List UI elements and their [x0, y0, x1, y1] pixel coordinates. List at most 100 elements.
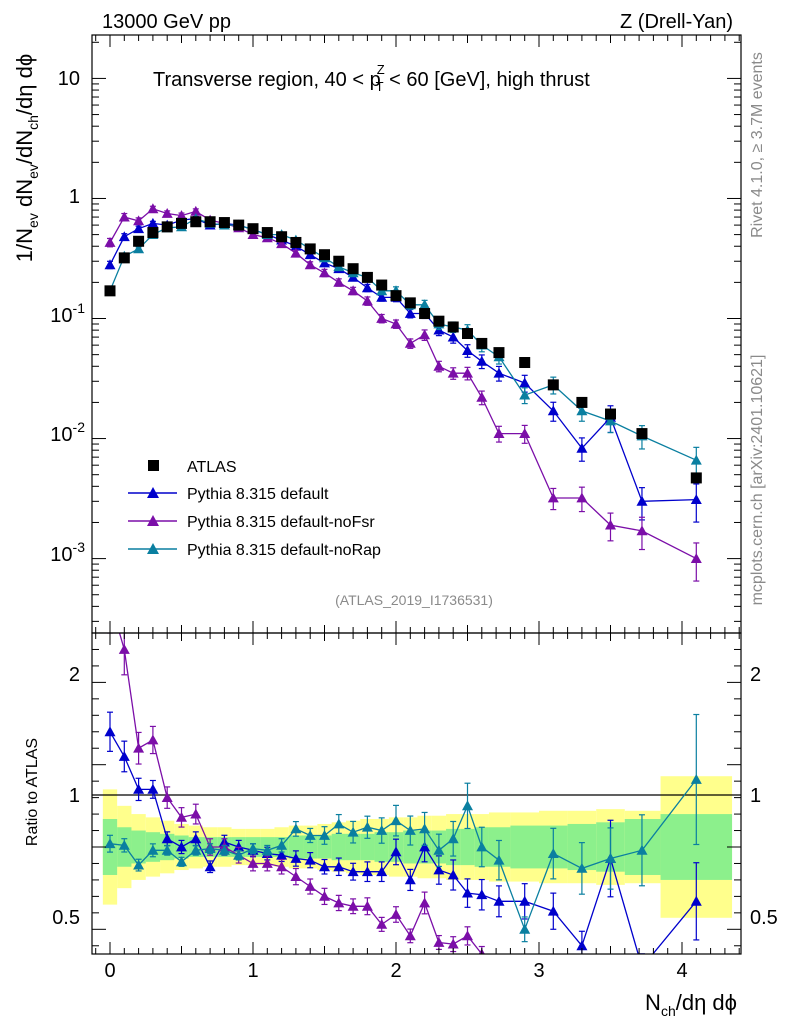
ratio-point: [105, 595, 116, 605]
atlas-point: [204, 216, 216, 228]
data-point: [519, 428, 531, 438]
data-point: [133, 243, 145, 254]
atlas-point: [319, 249, 330, 261]
band-inner-14: [303, 835, 318, 859]
data-point: [376, 291, 388, 302]
y-tick-label-1e-1: 10-1: [50, 300, 85, 327]
atlas-point: [247, 223, 259, 235]
data-point: [390, 318, 402, 329]
data-point: [104, 259, 116, 270]
y-tick-labels: 10-3 10-2 10-1 1 10: [50, 68, 85, 566]
ratio-point: [347, 826, 359, 837]
atlas-point: [161, 221, 173, 233]
atlas-point: [419, 308, 431, 320]
y-axis-label: 1/Nev dNev/dNch/dη dϕ: [12, 54, 41, 262]
atlas-point: [476, 337, 488, 349]
y-tick-label-1e-2: 10-2: [50, 419, 85, 446]
atlas-point: [690, 472, 702, 484]
series-line: [109, 208, 697, 560]
ratio-point: [190, 808, 202, 819]
data-point: [547, 492, 559, 503]
ratio-point: [133, 783, 145, 794]
ratio-point: [390, 909, 402, 919]
x-tick-label-2: 2: [390, 960, 401, 982]
ratio-point: [419, 841, 431, 852]
data-point: [447, 367, 459, 378]
ratio-point: [691, 972, 702, 982]
legend-marker-norap: [147, 543, 159, 554]
ratio-point: [548, 988, 559, 998]
ratio-tick-label-right-0.5: 0.5: [750, 907, 778, 929]
x-tick-label-3: 3: [533, 960, 544, 982]
data-point: [118, 231, 130, 242]
ratio-point: [319, 890, 330, 901]
data-point: [404, 308, 416, 318]
data-point: [319, 267, 330, 278]
ratio-point: [176, 856, 187, 867]
ratio-point: [204, 861, 216, 872]
ratio-point: [204, 843, 216, 853]
ratio-point: [190, 833, 202, 844]
ratio-point: [494, 972, 505, 982]
ratio-point: [304, 881, 316, 891]
data-point: [419, 329, 431, 340]
ratio-point: [433, 937, 445, 947]
ratio-point: [547, 848, 559, 858]
data-point: [476, 355, 488, 366]
atlas-point: [361, 271, 373, 283]
band-inner-16: [331, 833, 346, 861]
side-text-bottom: mcplots.cern.ch [arXiv:2401.10621]: [749, 355, 766, 606]
data-point: [104, 237, 116, 247]
atlas-point: [493, 347, 505, 359]
ratio-point: [147, 734, 159, 745]
data-point: [447, 331, 459, 342]
ratio-point: [161, 844, 173, 855]
ratio-point: [347, 866, 359, 877]
legend: ATLAS Pythia 8.315 default Pythia 8.315 …: [128, 459, 381, 559]
ratio-point: [576, 862, 588, 873]
series-3: [104, 213, 702, 478]
ratio-point: [404, 825, 416, 835]
ratio-point: [493, 854, 505, 865]
atlas-point: [276, 231, 288, 243]
data-point: [361, 282, 373, 293]
ratio-point: [605, 986, 616, 996]
ratio-point: [637, 962, 648, 972]
ratio-point: [447, 869, 459, 880]
atlas-point: [290, 236, 302, 248]
x-tick-label-4: 4: [676, 960, 687, 982]
main-plot-series: [104, 203, 702, 582]
series-line: [109, 217, 697, 461]
data-point: [493, 428, 505, 438]
atlas-point: [376, 279, 388, 291]
analysis-id: (ATLAS_2019_I1736531): [335, 592, 493, 608]
ratio-point: [147, 783, 159, 794]
ratio-point: [161, 833, 173, 844]
data-point: [576, 405, 588, 416]
band-inner-17: [345, 833, 361, 861]
x-axis-label: Nch/dη dϕ: [645, 990, 737, 1019]
band-inner-25: [460, 828, 475, 866]
ratio-uncertainty-bands: [102, 776, 733, 918]
ratio-point: [190, 844, 202, 855]
ratio-point: [433, 864, 445, 875]
data-point: [276, 238, 288, 249]
ratio-point: [361, 866, 373, 877]
data-point: [493, 367, 505, 378]
ratio-point: [347, 900, 359, 911]
data-point: [636, 525, 648, 536]
atlas-point: [147, 227, 159, 239]
data-point: [636, 495, 648, 506]
ratio-point: [419, 823, 431, 834]
ratio-point: [404, 930, 416, 941]
ratio-point: [547, 905, 559, 916]
ratio-point: [637, 980, 648, 990]
ratio-point: [133, 742, 145, 753]
data-point: [133, 223, 145, 234]
data-point: [690, 553, 702, 563]
ratio-tick-label-left-0.5: 0.5: [52, 907, 80, 929]
data-point: [605, 519, 616, 530]
ratio-tick-label-left-1: 1: [69, 785, 80, 807]
ratio-point: [433, 844, 445, 855]
